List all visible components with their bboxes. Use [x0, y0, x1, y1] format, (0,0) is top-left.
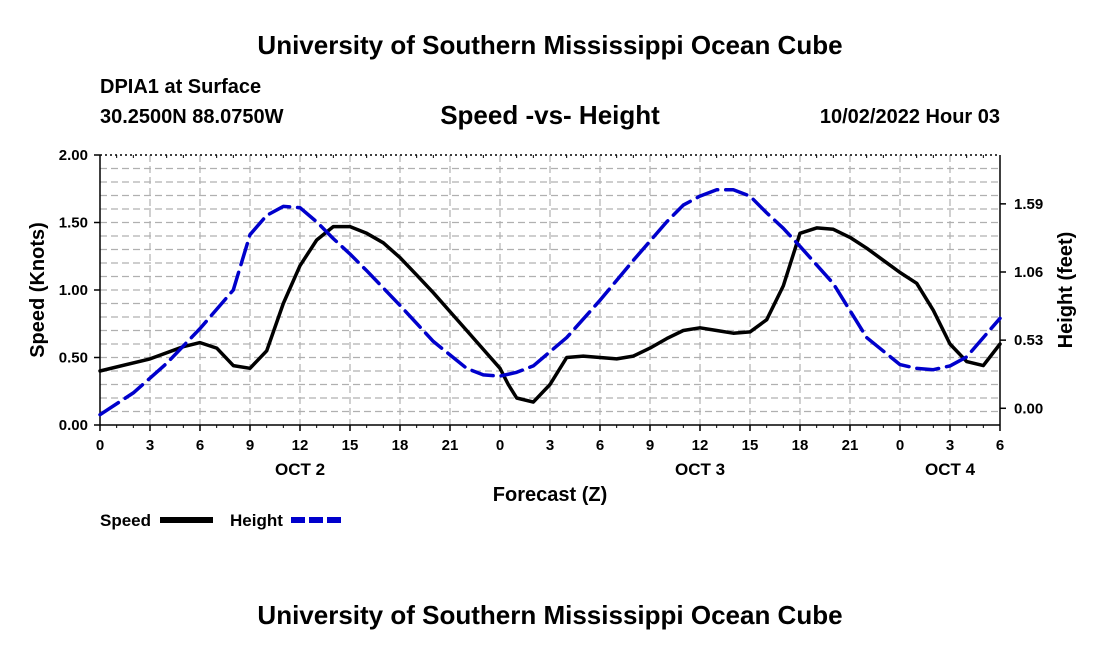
- x-tick-label: 3: [146, 437, 154, 454]
- x-tick-label: 6: [196, 437, 204, 454]
- x-axis-label: Forecast (Z): [493, 484, 607, 506]
- y-tick-label: 0.00: [59, 417, 88, 434]
- date-label: OCT 4: [925, 460, 976, 479]
- y-tick-label: 1.50: [59, 215, 88, 232]
- series-line-speed: [98, 224, 1002, 404]
- series-lines: [98, 187, 1002, 417]
- axis-labels: Forecast (Z) Speed (Knots) Height (feet)…: [27, 147, 1077, 506]
- y2-tick-label: 0.00: [1014, 400, 1043, 417]
- x-tick-label: 18: [392, 437, 409, 454]
- x-tick-label: 15: [342, 437, 359, 454]
- grid-lines: [100, 155, 1000, 425]
- x-tick-label: 12: [692, 437, 709, 454]
- x-tick-label: 21: [842, 437, 859, 454]
- date-label: OCT 3: [675, 460, 725, 479]
- x-tick-label: 3: [946, 437, 954, 454]
- legend: Speed Height: [100, 511, 343, 530]
- footer-title: University of Southern Mississippi Ocean…: [257, 600, 843, 630]
- y2-tick-label: 0.53: [1014, 332, 1043, 349]
- axes: [94, 154, 1006, 431]
- coordinates-label: 30.2500N 88.0750W: [100, 106, 284, 128]
- y2-axis-label: Height (feet): [1055, 232, 1077, 349]
- y-tick-label: 0.50: [59, 350, 88, 367]
- station-label: DPIA1 at Surface: [100, 76, 262, 98]
- chart-title: Speed -vs- Height: [440, 100, 660, 130]
- x-tick-label: 18: [792, 437, 809, 454]
- x-tick-label: 6: [996, 437, 1004, 454]
- x-tick-label: 9: [246, 437, 254, 454]
- x-tick-label: 0: [496, 437, 504, 454]
- y-axis-label: Speed (Knots): [27, 222, 49, 358]
- x-tick-label: 0: [96, 437, 104, 454]
- x-tick-label: 9: [646, 437, 654, 454]
- x-tick-label: 12: [292, 437, 309, 454]
- y2-tick-label: 1.59: [1014, 196, 1043, 213]
- legend-speed-label: Speed: [100, 511, 151, 530]
- x-tick-label: 3: [546, 437, 554, 454]
- x-tick-label: 0: [896, 437, 904, 454]
- series-line-height: [98, 187, 1002, 417]
- x-tick-label: 15: [742, 437, 759, 454]
- forecast-datetime: 10/02/2022 Hour 03: [819, 106, 1000, 128]
- y2-tick-label: 1.06: [1014, 264, 1043, 281]
- x-tick-label: 21: [442, 437, 459, 454]
- y-tick-label: 2.00: [59, 147, 88, 164]
- date-label: OCT 2: [275, 460, 325, 479]
- y-tick-label: 1.00: [59, 282, 88, 299]
- legend-height-label: Height: [230, 511, 283, 530]
- x-tick-label: 6: [596, 437, 604, 454]
- header-title: University of Southern Mississippi Ocean…: [257, 30, 843, 60]
